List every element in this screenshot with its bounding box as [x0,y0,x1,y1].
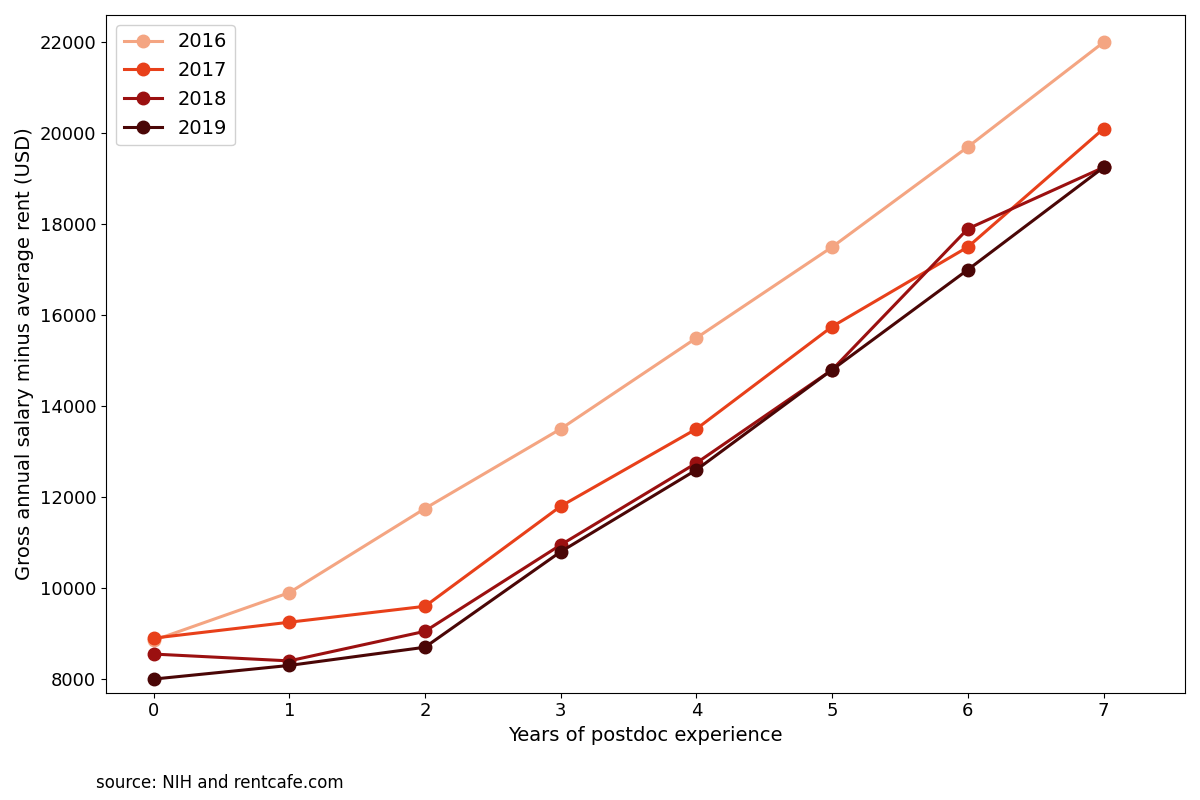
Legend: 2016, 2017, 2018, 2019: 2016, 2017, 2018, 2019 [115,25,235,146]
2019 [689,465,703,474]
Line: 2017: 2017 [148,122,1110,644]
2019 [146,674,161,684]
2017 [553,502,568,511]
2018 [1097,162,1111,172]
2016 [824,242,839,252]
2019 [1097,162,1111,172]
2016 [282,588,296,598]
Y-axis label: Gross annual salary minus average rent (USD): Gross annual salary minus average rent (… [14,127,34,580]
2018 [689,458,703,468]
2019 [553,547,568,557]
2019 [824,365,839,374]
2018 [824,365,839,374]
2018 [553,540,568,550]
2017 [282,618,296,627]
2019 [282,661,296,670]
Line: 2016: 2016 [148,36,1110,646]
2018 [146,650,161,659]
Line: 2018: 2018 [148,161,1110,667]
2019 [961,265,976,274]
2016 [961,142,976,152]
2016 [1097,38,1111,47]
2016 [553,424,568,434]
2017 [418,602,432,611]
2019 [418,642,432,652]
2018 [282,656,296,666]
2017 [146,634,161,643]
2018 [961,224,976,234]
X-axis label: Years of postdoc experience: Years of postdoc experience [509,726,782,745]
2017 [1097,124,1111,134]
2016 [146,636,161,646]
2018 [418,626,432,636]
2017 [689,424,703,434]
2017 [961,242,976,252]
2017 [824,322,839,331]
2016 [689,333,703,342]
2016 [418,504,432,514]
Text: source: NIH and rentcafe.com: source: NIH and rentcafe.com [96,774,343,792]
Line: 2019: 2019 [148,161,1110,686]
